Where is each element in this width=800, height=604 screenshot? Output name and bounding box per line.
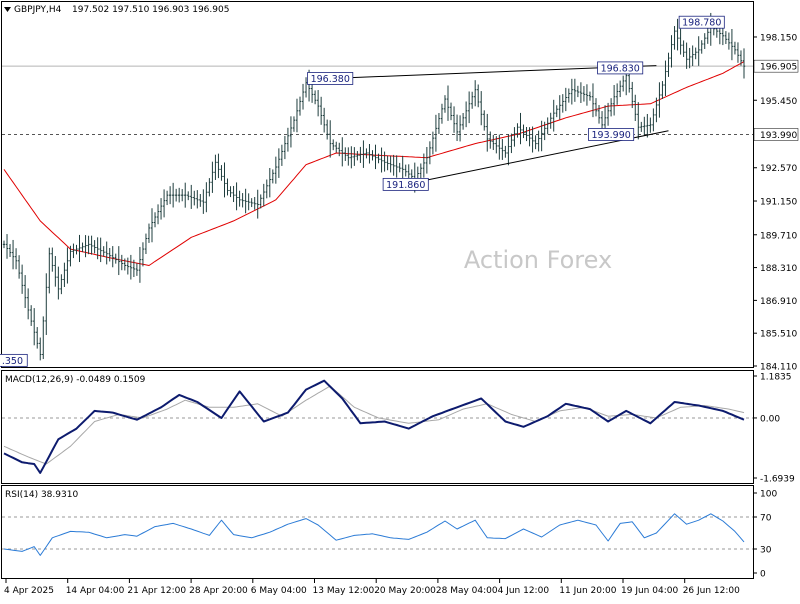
macd-layer: 1.1835 0.00 -1.6939: [2, 373, 795, 485]
price-tick-label: 185.510: [760, 330, 797, 340]
price-annotation-box: [382, 177, 429, 191]
price-annotation-label: 196.380: [311, 74, 350, 85]
time-tick-label: 26 Jun 12:00: [683, 586, 740, 596]
price-tick-label: 188.310: [760, 264, 797, 274]
price-annotation-label: 196.830: [601, 63, 640, 74]
price-annotation-box: [678, 15, 725, 29]
time-tick-label: 19 Jun 04:00: [621, 586, 678, 596]
support-price-box: [753, 128, 799, 141]
price-tick-label: 195.450: [760, 97, 797, 107]
price-annotation-label: .350: [2, 356, 23, 367]
moving-average-line: [3, 61, 745, 266]
watermark: Action Forex: [464, 246, 612, 274]
rsi-tick-label: 30: [760, 546, 772, 556]
time-axis: 4 Apr 2025 14 Apr 04:00 21 Apr 12:00 28 Apr…: [4, 579, 740, 596]
candlestick-series: [2, 12, 746, 361]
time-tick-label: 6 May 04:00: [251, 586, 307, 596]
price-annotation-box: [307, 72, 354, 85]
macd-panel-frame: [1, 370, 754, 484]
price-panel-frame: [1, 1, 754, 368]
moving-average-layer: [3, 61, 745, 266]
current-price-box: [753, 59, 799, 73]
price-tick-label: 191.150: [760, 198, 797, 208]
time-tick-label: 14 Apr 04:00: [66, 586, 125, 596]
price-tick-label: 198.150: [760, 33, 797, 43]
price-annotation-box: [0, 353, 28, 367]
rsi-title: RSI(14) 38.9310: [5, 490, 78, 500]
macd-tick-label: -1.6939: [760, 475, 795, 485]
rsi-tick-label: 70: [760, 514, 772, 524]
rsi-panel-frame: [1, 485, 754, 579]
symbol-title: GBPJPY,H4: [14, 5, 62, 15]
price-tick-label: 193.990: [760, 131, 797, 141]
price-annotation-label: 198.780: [682, 18, 721, 29]
trendline-layer: [330, 65, 669, 185]
ohlc-values: 197.502 197.510 196.903 196.905: [72, 5, 229, 15]
price-tick-label: 192.570: [760, 164, 797, 174]
macd-tick-label: 0.00: [760, 414, 780, 424]
price-tick-label: 189.710: [760, 231, 797, 241]
time-tick-label: 4 Jun 12:00: [498, 586, 550, 596]
rsi-layer: 100 70 30 0: [2, 490, 777, 580]
dropdown-triangle-icon[interactable]: [4, 7, 11, 12]
macd-tick-label: 1.1835: [760, 373, 792, 383]
price-annotation-box: [597, 61, 644, 75]
time-tick-label: 20 May 20:00: [374, 586, 436, 596]
price-tick-label: 196.905: [760, 63, 797, 73]
time-tick-label: 13 May 12:00: [313, 586, 375, 596]
price-tick-label: 184.110: [760, 363, 797, 373]
price-axis: 198.150 196.905 195.450 193.990 192.570 191.1…: [753, 33, 799, 373]
time-tick-label: 28 Apr 20:00: [189, 586, 248, 596]
price-annotation-box: [588, 128, 635, 141]
price-annotation-label: 191.860: [386, 180, 425, 191]
time-tick-label: 28 May 04:00: [436, 586, 498, 596]
price-annotation-label: 193.990: [592, 130, 631, 141]
time-tick-label: 4 Apr 2025: [4, 586, 54, 596]
macd-signal-line: [3, 385, 745, 465]
rsi-tick-label: 0: [760, 570, 766, 580]
time-tick-label: 21 Apr 12:00: [127, 586, 186, 596]
time-tick-label: 11 Jun 20:00: [559, 586, 616, 596]
macd-title: MACD(12,26,9) -0.0489 0.1509: [5, 375, 146, 385]
rsi-tick-label: 100: [760, 490, 777, 500]
rsi-line: [3, 513, 745, 556]
price-tick-label: 186.910: [760, 297, 797, 307]
annotation-label-layer: 196.380 196.830 191.860 193.990 198.780 .350: [0, 15, 725, 367]
macd-line: [3, 379, 745, 474]
